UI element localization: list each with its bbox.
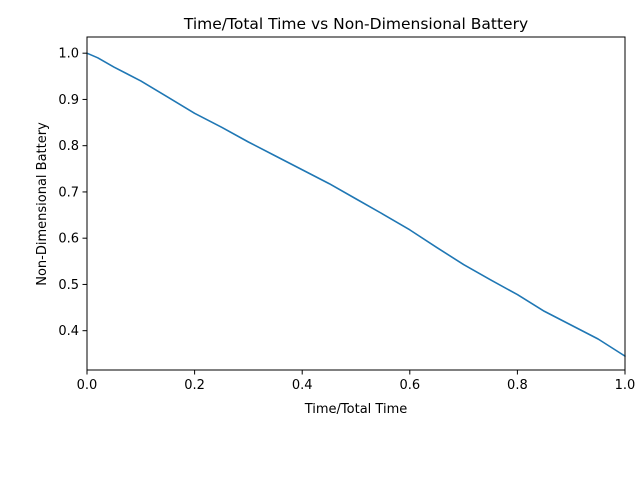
y-axis-label: Non-Dimensional Battery <box>35 122 50 286</box>
x-axis: 0.0 0.2 0.4 0.6 0.8 1.0 <box>77 370 636 393</box>
y-tick-label: 0.8 <box>58 139 79 154</box>
y-tick-label: 1.0 <box>58 47 79 62</box>
x-tick-label: 0.8 <box>507 378 528 393</box>
y-axis: 0.4 0.5 0.6 0.7 0.8 0.9 1.0 <box>58 47 87 339</box>
x-tick-label: 0.4 <box>292 378 313 393</box>
x-tick-label: 1.0 <box>615 378 636 393</box>
plot-area <box>87 37 625 370</box>
plot-frame <box>86 36 626 371</box>
chart-title: Time/Total Time vs Non-Dimensional Batte… <box>183 15 528 33</box>
x-tick-label: 0.0 <box>77 378 98 393</box>
x-tick-label: 0.6 <box>399 378 420 393</box>
y-tick-label: 0.7 <box>58 185 79 200</box>
y-tick-label: 0.6 <box>58 232 79 247</box>
series-line-1 <box>86 52 626 357</box>
x-tick-label: 0.2 <box>184 378 205 393</box>
y-tick-label: 0.5 <box>58 278 79 293</box>
x-axis-label: Time/Total Time <box>304 402 408 417</box>
y-tick-label: 0.9 <box>58 93 79 108</box>
y-tick-label: 0.4 <box>58 324 79 339</box>
series-layer <box>86 52 626 357</box>
